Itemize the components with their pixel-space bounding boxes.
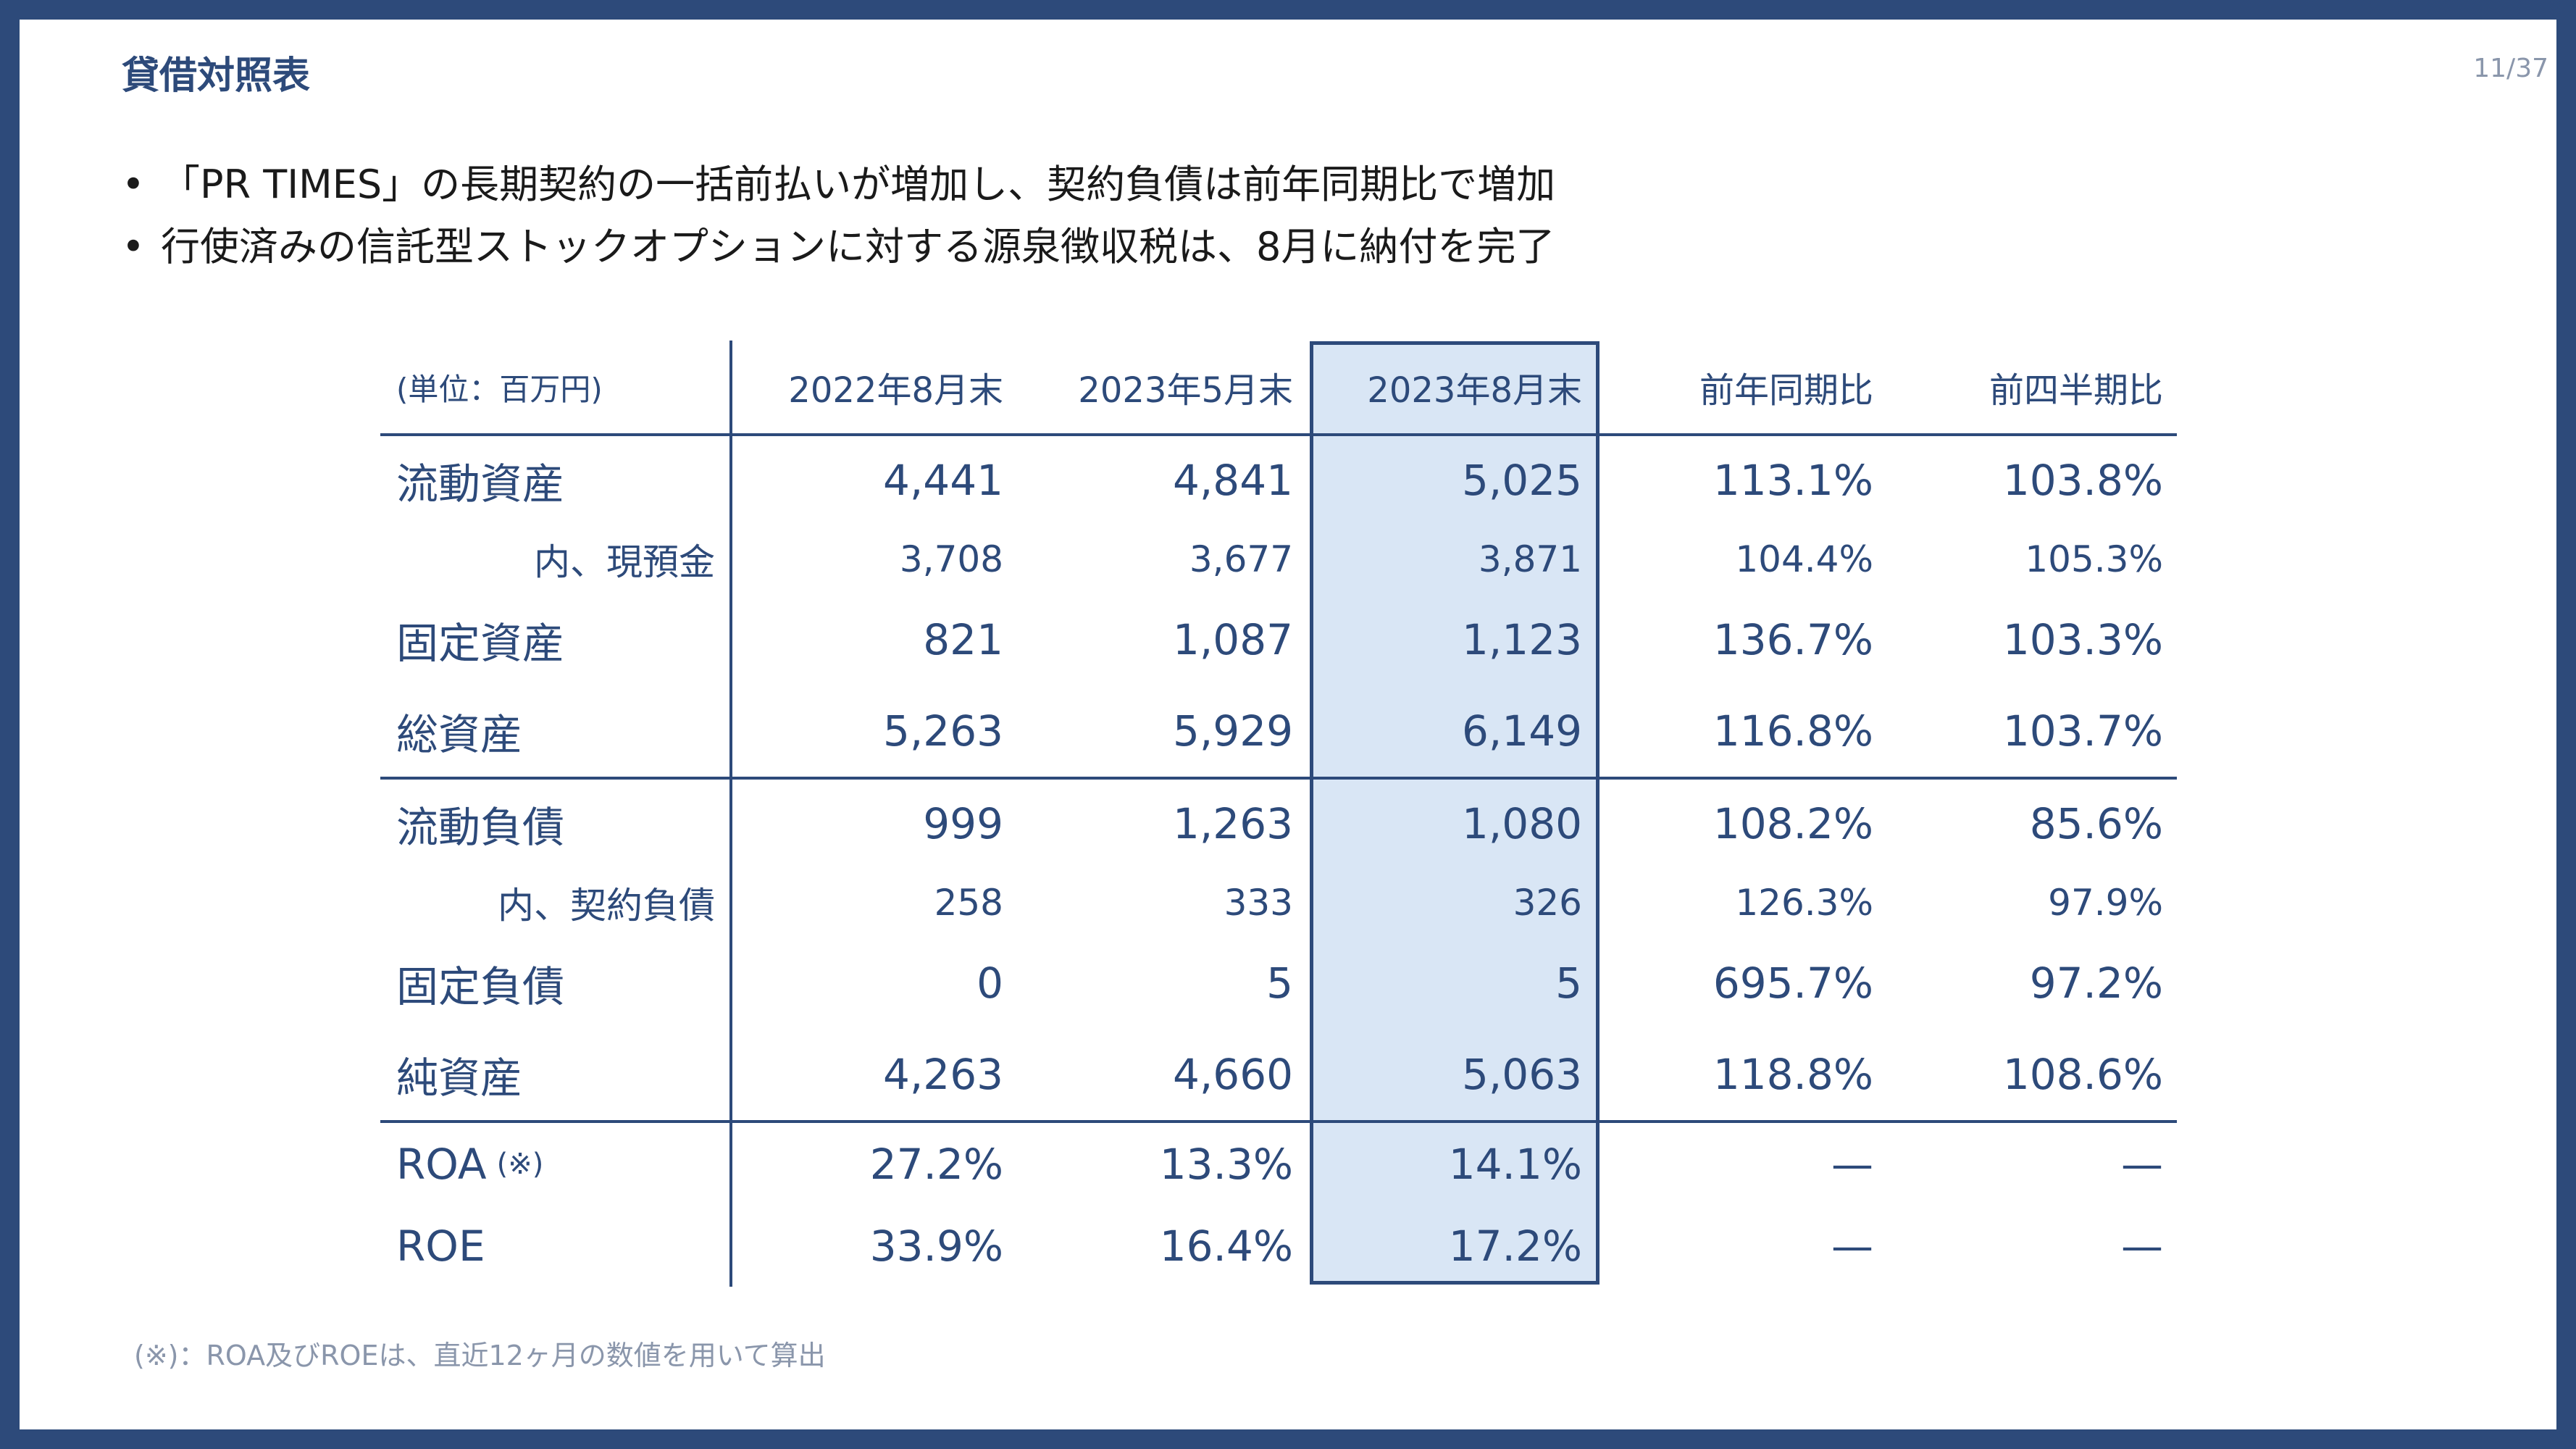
table-cell: 326 [1513,882,1582,924]
table-cell: 1,080 [1461,799,1582,848]
table-cell: 113.1% [1713,456,1873,505]
table-cell: — [2121,1222,2163,1271]
table-row: 内、契約負債 258 333 326 126.3% 97.9% [380,868,2177,938]
table-cell: 6,149 [1461,706,1582,756]
table-cell: 13.3% [1159,1140,1293,1189]
table-cell: 136.7% [1713,615,1873,664]
page-number: 11/37 [2473,54,2548,83]
column-divider [729,341,732,1287]
table-cell: 85.6% [2029,799,2163,848]
table-cell: 4,263 [882,1050,1003,1099]
row-label: 流動資産 [396,459,565,509]
table-cell: 3,708 [899,538,1003,580]
table-cell: 5,025 [1461,456,1582,505]
table-cell: 118.8% [1713,1050,1873,1099]
table-cell: 5 [1266,959,1293,1008]
table-cell: 5 [1555,959,1582,1008]
table-cell: 108.6% [2002,1050,2163,1099]
table-cell: 4,660 [1172,1050,1293,1099]
table-cell: — [1831,1222,1873,1271]
section-rule [380,1120,2177,1123]
column-header: 2023年8月末 [1367,370,1582,411]
table-cell: 126.3% [1735,882,1873,924]
table-row: 固定負債 0 5 5 695.7% 97.2% [380,938,2177,1029]
column-header: 2022年8月末 [788,370,1003,411]
table-cell: 4,441 [882,456,1003,505]
table-cell: 5,263 [882,706,1003,756]
table-cell: 4,841 [1172,456,1293,505]
row-label: ROA (※) [396,1123,543,1206]
table-cell: 258 [934,882,1003,924]
table-cell: 333 [1224,882,1293,924]
table-cell: 5,929 [1172,706,1293,756]
highlight-column [1310,341,1599,1285]
table-row: 固定資産 821 1,087 1,123 136.7% 103.3% [380,594,2177,685]
footnote: (※)：ROA及びROEは、直近12ヶ月の数値を用いて算出 [134,1340,826,1371]
table-row: ROA (※) 27.2% 13.3% 14.1% — — [380,1123,2177,1206]
bullet-text: 行使済みの信託型ストックオプションに対する源泉徴収税は、8月に納付を完了 [161,224,1555,270]
table-cell: 999 [923,799,1003,848]
table-cell: 5,063 [1461,1050,1582,1099]
bullet-item: • 行使済みの信託型ストックオプションに対する源泉徴収税は、8月に納付を完了 [122,216,1555,278]
bullet-marker: • [122,162,145,207]
table-cell: — [1831,1140,1873,1189]
table-cell: 821 [923,615,1003,664]
row-label: 純資産 [396,1053,523,1103]
table-row: 純資産 4,263 4,660 5,063 118.8% 108.6% [380,1029,2177,1120]
bullet-list: • 「PR TIMES」の長期契約の一括前払いが増加し、契約負債は前年同期比で増加… [122,154,1555,278]
table-cell: — [2121,1140,2163,1189]
column-header: 2023年5月末 [1078,370,1293,411]
table-cell: 3,871 [1478,538,1582,580]
table-cell: 97.9% [2048,882,2163,924]
table-cell: 103.3% [2002,615,2163,664]
table-cell: 116.8% [1713,706,1873,756]
table-cell: 16.4% [1159,1222,1293,1271]
table-cell: 0 [977,959,1003,1008]
column-header: 前四半期比 [1989,370,2163,411]
table-cell: 105.3% [2025,538,2163,580]
table-cell: 17.2% [1448,1222,1582,1271]
table-row: 流動資産 4,441 4,841 5,025 113.1% 103.8% [380,436,2177,525]
header-rule [380,433,2177,436]
table-cell: 97.2% [2029,959,2163,1008]
table-cell: 14.1% [1448,1140,1582,1189]
row-label-text: ROA [396,1140,487,1189]
table-cell: 104.4% [1735,538,1873,580]
bullet-text: 「PR TIMES」の長期契約の一括前払いが増加し、契約負債は前年同期比で増加 [161,162,1556,207]
row-label: 流動負債 [396,803,565,852]
balance-sheet-table: (単位：百万円) 2022年8月末 2023年5月末 2023年8月末 前年同期… [380,341,2177,1287]
row-label: 内、現預金 [534,541,715,583]
table-row: ROE 33.9% 16.4% 17.2% — — [380,1206,2177,1287]
table-row: 内、現預金 3,708 3,677 3,871 104.4% 105.3% [380,525,2177,594]
table-cell: 1,087 [1172,615,1293,664]
row-label: 固定負債 [396,962,565,1011]
table-cell: 33.9% [869,1222,1003,1271]
row-label: ROE [396,1222,485,1271]
section-rule [380,777,2177,780]
unit-label: (単位：百万円) [396,371,603,407]
table-cell: 695.7% [1713,959,1873,1008]
header-row: (単位：百万円) 2022年8月末 2023年5月末 2023年8月末 前年同期… [380,341,2177,433]
table-cell: 27.2% [869,1140,1003,1189]
column-header: 前年同期比 [1699,370,1873,411]
page-title: 貸借対照表 [122,54,311,98]
bullet-item: • 「PR TIMES」の長期契約の一括前払いが増加し、契約負債は前年同期比で増加 [122,154,1555,216]
table-row: 流動負債 999 1,263 1,080 108.2% 85.6% [380,780,2177,868]
table-cell: 108.2% [1713,799,1873,848]
table-cell: 1,263 [1172,799,1293,848]
table-cell: 3,677 [1189,538,1293,580]
row-label-note: (※) [496,1148,544,1181]
row-label: 固定資産 [396,619,565,668]
table-row: 総資産 5,263 5,929 6,149 116.8% 103.7% [380,685,2177,777]
table-cell: 103.8% [2002,456,2163,505]
row-label: 内、契約負債 [498,885,715,927]
table-cell: 1,123 [1461,615,1582,664]
table-cell: 103.7% [2002,706,2163,756]
bullet-marker: • [122,224,145,270]
row-label: 総資産 [396,710,523,759]
